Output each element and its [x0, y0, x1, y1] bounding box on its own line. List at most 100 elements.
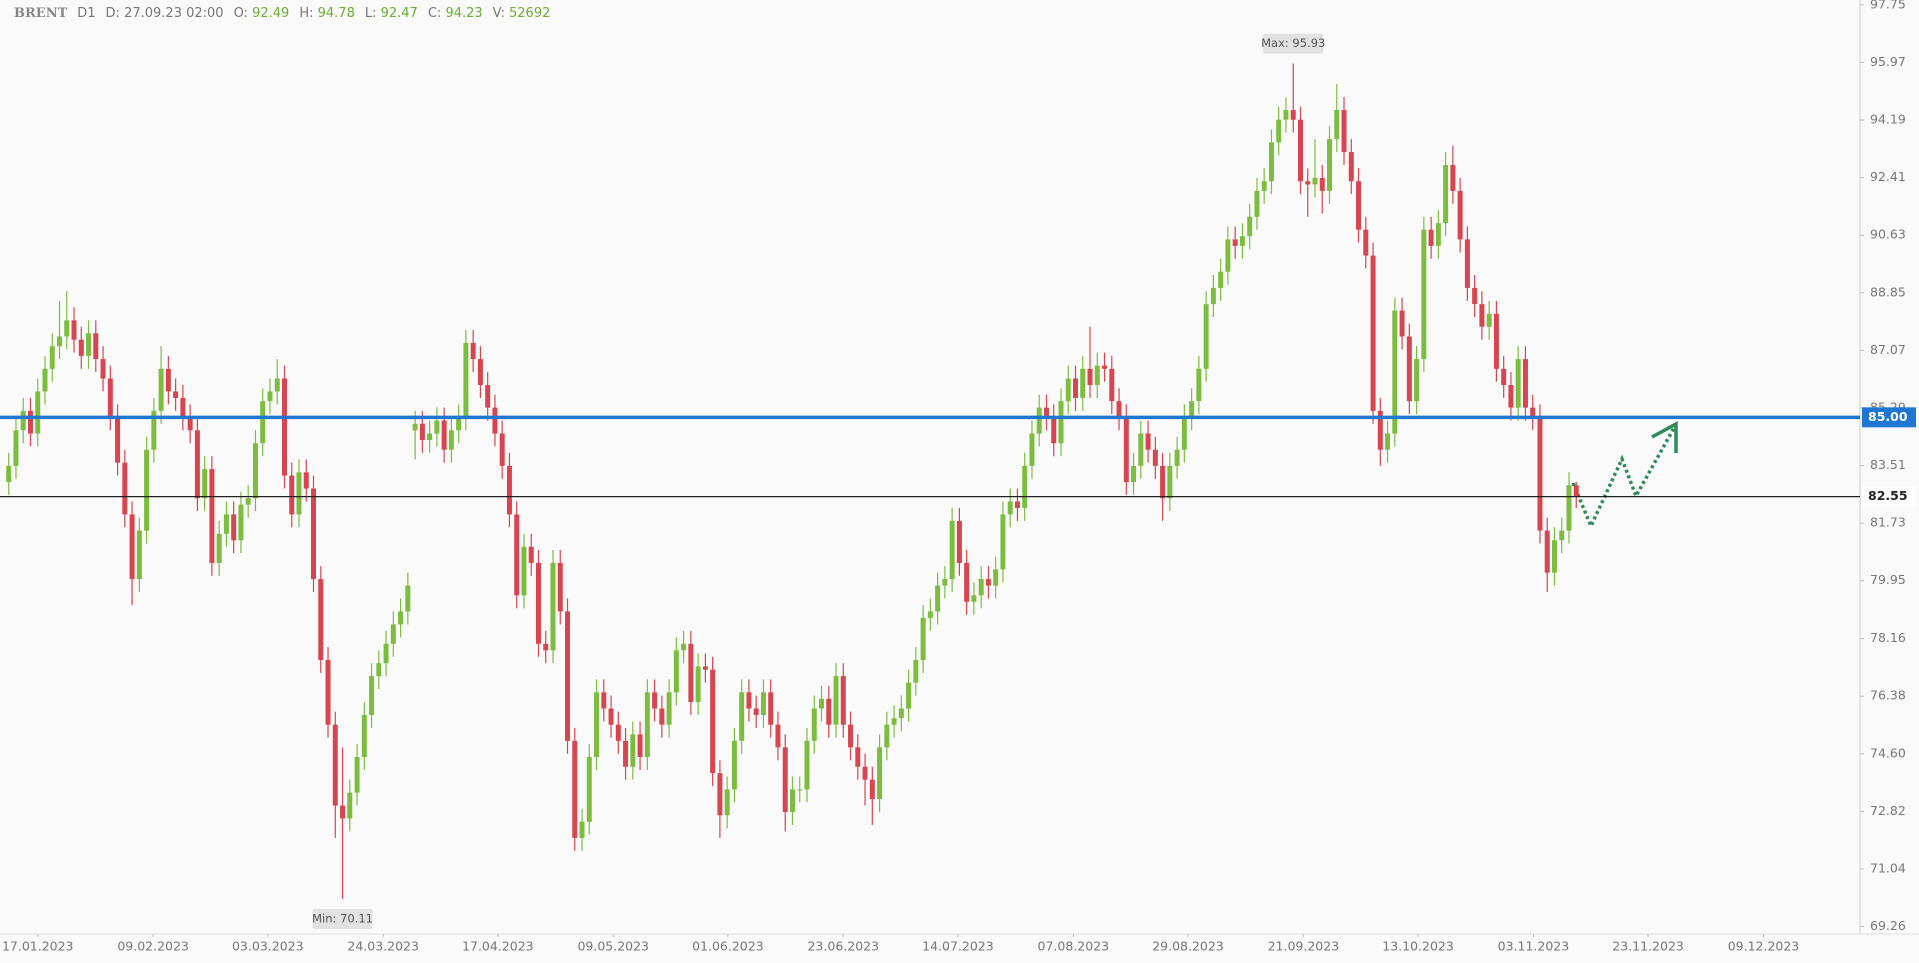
candle-body	[64, 320, 70, 337]
candle-body	[601, 692, 607, 709]
candle-body	[1297, 119, 1303, 182]
candle-body	[1566, 485, 1572, 531]
candle-body	[311, 488, 317, 580]
candle-body	[13, 430, 19, 466]
candle-body	[789, 789, 795, 813]
field-label: C:	[427, 6, 442, 21]
x-tick-label: 17.04.2023	[462, 939, 534, 954]
candle-body	[702, 666, 708, 670]
candle-body	[869, 779, 875, 800]
candle-body	[231, 514, 237, 541]
candle-body	[1138, 433, 1144, 466]
candle-body	[419, 423, 425, 440]
x-tick-label: 09.05.2023	[577, 939, 649, 954]
candle-body	[862, 766, 868, 780]
symbol: BRENT	[14, 6, 68, 21]
candle-body	[223, 514, 229, 534]
candle-body	[216, 533, 222, 563]
candle-body	[1014, 501, 1020, 508]
candle-body	[731, 740, 737, 790]
candle-body	[688, 643, 694, 703]
candle-body	[122, 462, 128, 515]
candle-body	[891, 718, 897, 725]
candle-body	[1428, 229, 1434, 246]
candle-body	[898, 708, 904, 719]
candle-body	[884, 724, 890, 748]
candle-body	[1225, 239, 1231, 272]
candle-body	[492, 407, 498, 434]
y-tick-label: 95.97	[1870, 54, 1906, 69]
candle-body	[717, 773, 723, 816]
candle-body	[978, 579, 984, 596]
candle-body	[20, 410, 26, 431]
candle-body	[35, 391, 41, 434]
candle-body	[93, 333, 99, 360]
candle-body	[819, 698, 825, 709]
candle-body	[354, 757, 360, 793]
candle-body	[746, 692, 752, 709]
y-tick-label: 97.75	[1870, 0, 1906, 11]
candle-body	[1508, 384, 1514, 408]
candle-body	[1167, 465, 1173, 499]
field-label: D:	[105, 6, 120, 21]
candle-body	[920, 617, 926, 660]
candle-body	[1181, 417, 1187, 450]
candle-body	[666, 692, 672, 725]
candle-body	[514, 514, 520, 596]
extreme-annotation: Max: 95.93	[1261, 33, 1325, 54]
candle-body	[1007, 501, 1013, 515]
candle-body	[1261, 181, 1267, 191]
candle-body	[906, 682, 912, 709]
candle-body	[1232, 239, 1238, 246]
y-tick-label: 78.16	[1870, 630, 1906, 645]
candle-body	[332, 724, 338, 806]
candle-body	[659, 708, 665, 725]
candle-body	[303, 472, 309, 489]
candle-body	[1559, 530, 1565, 541]
candle-body	[1399, 310, 1405, 337]
candle-body	[260, 401, 266, 444]
candle-body	[1406, 336, 1412, 402]
field-value: 92.49	[252, 6, 290, 21]
candle-body	[383, 643, 389, 664]
candle-body	[565, 611, 571, 741]
candle-body	[1196, 368, 1202, 402]
candle-body	[136, 530, 142, 580]
candle-body	[57, 336, 63, 347]
level-label-box	[1862, 486, 1916, 507]
candle-body	[1290, 109, 1296, 120]
candle-body	[151, 410, 157, 450]
candle-body	[630, 734, 636, 767]
candle-body	[340, 805, 346, 819]
candle-body	[42, 368, 48, 392]
candle-body	[1210, 287, 1216, 305]
candle-body	[187, 417, 193, 431]
candle-body	[347, 792, 353, 819]
candle-body	[848, 724, 854, 748]
level-label: 85.00	[1868, 409, 1908, 424]
candle-body	[1493, 313, 1499, 369]
candle-body	[1334, 109, 1340, 140]
x-tick-label: 14.07.2023	[922, 939, 994, 954]
y-tick-label: 71.04	[1870, 860, 1906, 875]
candle-body	[855, 747, 861, 767]
level-label: 82.55	[1868, 488, 1908, 503]
extreme-annotation: Min: 70.11	[312, 909, 373, 930]
candle-body	[267, 391, 273, 402]
candle-body	[456, 417, 462, 431]
candle-body	[1116, 401, 1122, 418]
field-label: L:	[364, 6, 377, 21]
candle-body	[1472, 287, 1478, 305]
candle-body	[579, 821, 585, 838]
candle-body	[1102, 365, 1108, 369]
candle-body	[1239, 236, 1245, 246]
candle-body	[833, 676, 839, 725]
candle-body	[470, 342, 476, 360]
candle-body	[1036, 407, 1042, 434]
candle-body	[434, 420, 440, 434]
candle-body	[506, 465, 512, 515]
y-tick-label: 92.41	[1870, 169, 1906, 184]
candle-body	[194, 430, 200, 499]
candle-body	[557, 562, 563, 612]
